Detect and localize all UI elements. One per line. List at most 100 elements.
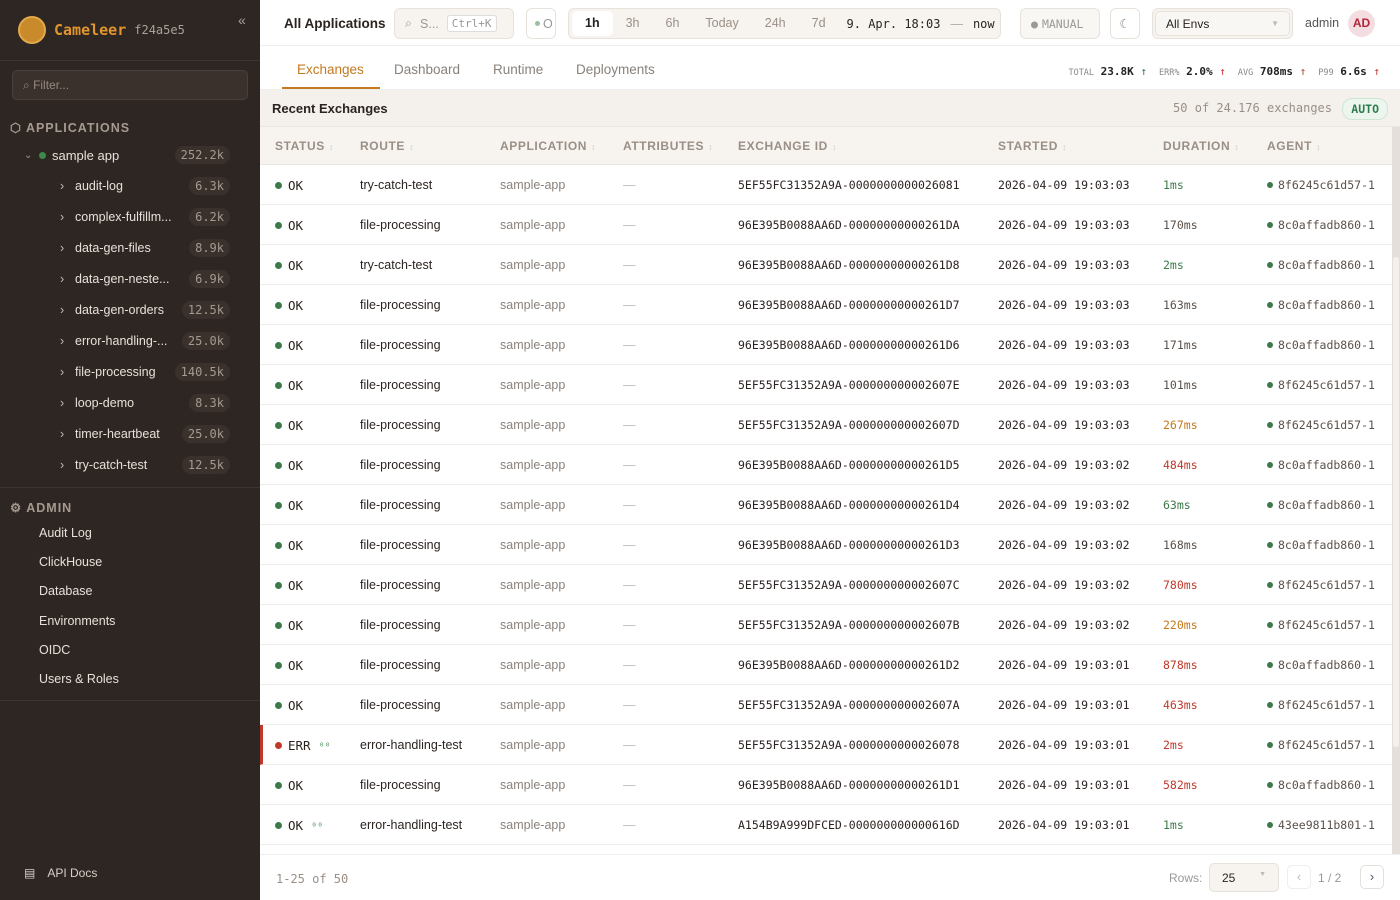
exchange-id-cell[interactable]: 96E395B0088AA6D-00000000000261D7 (738, 298, 960, 312)
agent-cell[interactable]: 8c0affadb860-1 (1267, 258, 1375, 272)
theme-toggle-moon-icon[interactable]: ☾ (1110, 8, 1140, 39)
agent-cell[interactable]: 8c0affadb860-1 (1267, 218, 1375, 232)
column-header-route[interactable]: ROUTE ↕ (360, 139, 414, 153)
search-button[interactable]: ⌕ S... Ctrl+K (394, 8, 514, 39)
auto-refresh-badge[interactable]: AUTO (1342, 98, 1388, 120)
route-cell[interactable]: file-processing (360, 458, 441, 472)
range-from[interactable]: 9. Apr. 18:03 (846, 16, 941, 31)
sidebar-admin-item[interactable]: Users & Roles (39, 672, 119, 686)
table-row[interactable]: OK file-processing sample-app — 96E395B0088A… (260, 525, 1392, 565)
exchange-id-cell[interactable]: 96E395B0088AA6D-00000000000261D3 (738, 538, 960, 552)
sidebar-route-item[interactable]: › error-handling-... 25.0k (60, 330, 230, 352)
agent-cell[interactable]: 8c0affadb860-1 (1267, 338, 1375, 352)
avatar[interactable]: AD (1348, 10, 1375, 37)
exchange-id-cell[interactable]: 96E395B0088AA6D-00000000000261D8 (738, 258, 960, 272)
tab-deployments[interactable]: Deployments (576, 62, 655, 77)
table-row[interactable]: OK file-processing sample-app — 96E395B0088A… (260, 485, 1392, 525)
route-cell[interactable]: file-processing (360, 378, 441, 392)
route-cell[interactable]: file-processing (360, 618, 441, 632)
api-docs-link[interactable]: ▤ API Docs (24, 866, 97, 880)
exchange-id-cell[interactable]: 5EF55FC31352A9A-000000000002607B (738, 618, 960, 632)
column-header-agent[interactable]: AGENT ↕ (1267, 139, 1321, 153)
table-row[interactable]: OK file-processing sample-app — 5EF55FC31352… (260, 365, 1392, 405)
time-range-today[interactable]: Today (705, 16, 739, 30)
prev-page-button[interactable]: ‹ (1287, 865, 1311, 889)
exchange-id-cell[interactable]: A154B9A999DFCED-000000000000616D (738, 818, 960, 832)
table-row[interactable]: OK try-catch-test sample-app — 5EF55FC31352A… (260, 165, 1392, 205)
agent-cell[interactable]: 8c0affadb860-1 (1267, 298, 1375, 312)
table-row[interactable]: ERR ⁰⁰ error-handling-test sample-app — 5EF55… (260, 725, 1392, 765)
agent-cell[interactable]: 8c0affadb860-1 (1267, 658, 1375, 672)
column-header-exchange-id[interactable]: EXCHANGE ID ↕ (738, 139, 837, 153)
route-cell[interactable]: file-processing (360, 698, 441, 712)
table-row[interactable]: OK file-processing sample-app — 96E395B0088A… (260, 285, 1392, 325)
agent-cell[interactable]: 8f6245c61d57-1 (1267, 178, 1375, 192)
route-cell[interactable]: file-processing (360, 538, 441, 552)
sidebar-route-item[interactable]: › complex-fulfillm... 6.2k (60, 206, 230, 228)
table-row[interactable]: OK file-processing sample-app — 96E395B0088A… (260, 445, 1392, 485)
route-cell[interactable]: file-processing (360, 418, 441, 432)
sidebar-admin-item[interactable]: Database (39, 584, 93, 599)
agent-cell[interactable]: 8f6245c61d57-1 (1267, 618, 1375, 632)
exchange-id-cell[interactable]: 96E395B0088AA6D-00000000000261D2 (738, 658, 960, 672)
route-cell[interactable]: error-handling-test (360, 738, 463, 752)
sidebar-route-item[interactable]: › try-catch-test 12.5k (60, 454, 230, 476)
exchange-id-cell[interactable]: 5EF55FC31352A9A-0000000000026078 (738, 738, 960, 752)
range-to[interactable]: now (972, 16, 995, 31)
time-range-7d[interactable]: 7d (811, 16, 826, 30)
exchange-id-cell[interactable]: 96E395B0088AA6D-00000000000261D6 (738, 338, 960, 352)
status-filter-button[interactable]: O (526, 8, 556, 39)
tab-runtime[interactable]: Runtime (493, 62, 544, 77)
exchange-id-cell[interactable]: 96E395B0088AA6D-00000000000261D5 (738, 458, 960, 472)
exchange-id-cell[interactable]: 96E395B0088AA6D-00000000000261D4 (738, 498, 960, 512)
table-row[interactable]: OK file-processing sample-app — 5EF55FC31352… (260, 605, 1392, 645)
column-header-status[interactable]: STATUS ↕ (275, 139, 334, 153)
table-row[interactable]: OK file-processing sample-app — 96E395B0088A… (260, 205, 1392, 245)
agent-cell[interactable]: 8c0affadb860-1 (1267, 538, 1375, 552)
refresh-mode-button[interactable]: ● MANUAL (1020, 8, 1100, 39)
sidebar-route-item[interactable]: › loop-demo 8.3k (60, 392, 230, 414)
table-row[interactable]: OK file-processing sample-app — 5EF55FC31352… (260, 685, 1392, 725)
route-cell[interactable]: try-catch-test (360, 258, 433, 272)
agent-cell[interactable]: 8c0affadb860-1 (1267, 498, 1375, 512)
tab-dashboard[interactable]: Dashboard (394, 62, 461, 77)
time-range-3h[interactable]: 3h (625, 16, 640, 30)
time-range-24h[interactable]: 24h (764, 16, 786, 30)
sidebar-route-item[interactable]: › data-gen-neste... 6.9k (60, 268, 230, 290)
tab-exchanges[interactable]: Exchanges (297, 62, 364, 77)
route-cell[interactable]: file-processing (360, 498, 441, 512)
filter-input[interactable]: ⌕ Filter... (12, 70, 248, 100)
sidebar-app-sample[interactable]: ⌄ sample app 252.2k (24, 146, 230, 164)
sidebar-route-item[interactable]: › file-processing 140.5k (60, 361, 230, 383)
agent-cell[interactable]: 8c0affadb860-1 (1267, 778, 1375, 792)
table-row[interactable]: OK file-processing sample-app — 96E395B0088A… (260, 765, 1392, 805)
exchange-id-cell[interactable]: 5EF55FC31352A9A-000000000002607A (738, 698, 960, 712)
column-header-duration[interactable]: DURATION ↕ (1163, 139, 1239, 153)
table-row[interactable]: OK file-processing sample-app — 96E395B0088A… (260, 645, 1392, 685)
sidebar-route-item[interactable]: › data-gen-orders 12.5k (60, 299, 230, 321)
sidebar-route-item[interactable]: › audit-log 6.3k (60, 175, 230, 197)
user-name[interactable]: admin (1305, 16, 1340, 30)
table-row[interactable]: OK file-processing sample-app — 5EF55FC31352… (260, 565, 1392, 605)
time-range-6h[interactable]: 6h (665, 16, 680, 30)
brand[interactable]: Cameleer f24a5e5 (18, 16, 185, 44)
agent-cell[interactable]: 8f6245c61d57-1 (1267, 738, 1375, 752)
rows-per-page-select[interactable]: 25 ▼ (1209, 863, 1279, 892)
applications-section-header[interactable]: ⬡ APPLICATIONS (10, 120, 130, 135)
table-row[interactable]: OK try-catch-test sample-app — 96E395B0088AA… (260, 245, 1392, 285)
route-cell[interactable]: file-processing (360, 578, 441, 592)
agent-cell[interactable]: 8f6245c61d57-1 (1267, 418, 1375, 432)
next-page-button[interactable]: › (1360, 865, 1384, 889)
route-cell[interactable]: file-processing (360, 298, 441, 312)
time-range-1h[interactable]: 1h (572, 11, 613, 36)
admin-section-header[interactable]: ⚙ ADMIN (10, 500, 72, 515)
route-cell[interactable]: error-handling-test (360, 818, 463, 832)
exchange-id-cell[interactable]: 5EF55FC31352A9A-0000000000026081 (738, 178, 960, 192)
collapse-sidebar-icon[interactable]: « (238, 12, 246, 28)
route-cell[interactable]: file-processing (360, 338, 441, 352)
agent-cell[interactable]: 8f6245c61d57-1 (1267, 578, 1375, 592)
sidebar-admin-item[interactable]: Environments (39, 613, 116, 628)
agent-cell[interactable]: 8f6245c61d57-1 (1267, 378, 1375, 392)
sidebar-route-item[interactable]: › data-gen-files 8.9k (60, 237, 230, 259)
route-cell[interactable]: file-processing (360, 778, 441, 792)
